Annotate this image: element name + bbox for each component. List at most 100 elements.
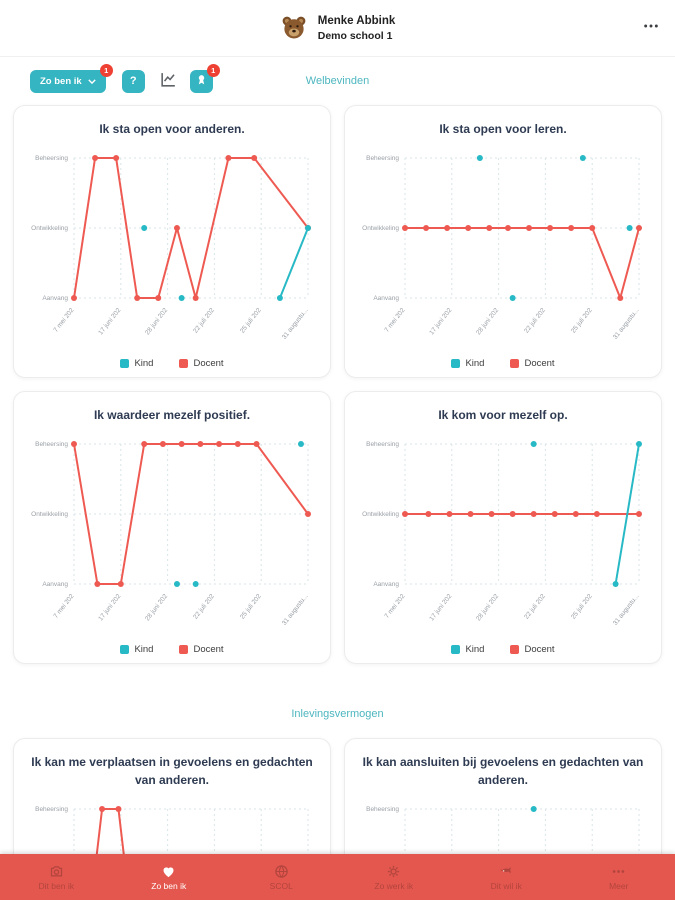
- help-button-label: ?: [129, 75, 137, 87]
- zo-ben-ik-filter-button[interactable]: Zo ben ik 1: [30, 63, 113, 93]
- svg-text:7 mei 202: 7 mei 202: [52, 307, 75, 334]
- legend-item: Docent: [179, 644, 224, 655]
- legend-swatch: [120, 359, 130, 368]
- svg-text:28 juni 202: 28 juni 202: [475, 593, 500, 623]
- legend-swatch: [510, 645, 520, 654]
- chart-legend: Kind Docent: [355, 358, 651, 369]
- legend-swatch: [510, 359, 520, 368]
- user-name: Menke Abbink: [317, 14, 396, 27]
- svg-text:Aanvang: Aanvang: [373, 295, 399, 302]
- chart-canvas: Aanvang Ontwikkeling Beheersing 7 mei 202 17…: [362, 441, 642, 627]
- chart-canvas: Aanvang Ontwikkeling Beheersing 7 mei 202 17…: [31, 155, 311, 341]
- svg-text:Beheersing: Beheersing: [366, 806, 399, 813]
- svg-text:Beheersing: Beheersing: [35, 806, 68, 813]
- chart-title: Ik kom voor mezelf op.: [438, 408, 568, 422]
- svg-text:17 juni 202: 17 juni 202: [97, 593, 122, 623]
- svg-text:Beheersing: Beheersing: [35, 155, 68, 162]
- legend-item: Kind: [451, 358, 484, 369]
- help-button[interactable]: ?: [121, 69, 145, 93]
- svg-text:Beheersing: Beheersing: [35, 441, 68, 448]
- line-chart-icon-button[interactable]: [159, 70, 178, 92]
- svg-text:28 juni 202: 28 juni 202: [144, 307, 169, 337]
- svg-text:Ontwikkeling: Ontwikkeling: [31, 511, 68, 518]
- svg-text:Ontwikkeling: Ontwikkeling: [362, 225, 399, 232]
- chart-legend: Kind Docent: [24, 644, 320, 655]
- legend-swatch: [179, 645, 189, 654]
- svg-text:28 juni 202: 28 juni 202: [144, 593, 169, 623]
- gear-icon: [386, 864, 401, 879]
- svg-text:25 juli 202: 25 juli 202: [239, 307, 263, 335]
- legend-item: Kind: [120, 644, 153, 655]
- svg-text:Aanvang: Aanvang: [42, 581, 68, 588]
- svg-text:25 juli 202: 25 juli 202: [570, 593, 594, 621]
- header: Menke Abbink Demo school 1: [0, 0, 675, 57]
- globe-icon: [274, 864, 289, 879]
- svg-text:31 augustu...: 31 augustu...: [281, 593, 310, 627]
- overflow-menu-button[interactable]: [641, 15, 661, 34]
- svg-text:7 mei 202: 7 mei 202: [383, 593, 406, 620]
- badge-awards-button[interactable]: 1: [189, 63, 220, 93]
- svg-text:Beheersing: Beheersing: [366, 155, 399, 162]
- medal-icon: [195, 73, 208, 89]
- svg-text:7 mei 202: 7 mei 202: [383, 307, 406, 334]
- chart-title: Ik sta open voor anderen.: [99, 122, 245, 136]
- svg-text:28 juni 202: 28 juni 202: [475, 307, 500, 337]
- svg-text:31 augustu...: 31 augustu...: [612, 307, 641, 341]
- toolbar: Zo ben ik 1 ? 1 Welbevinden: [0, 57, 675, 105]
- svg-text:Beheersing: Beheersing: [366, 441, 399, 448]
- svg-text:22 juli 202: 22 juli 202: [523, 307, 547, 335]
- svg-text:Ontwikkeling: Ontwikkeling: [31, 225, 68, 232]
- header-text: Menke Abbink Demo school 1: [318, 13, 396, 43]
- svg-text:Ontwikkeling: Ontwikkeling: [362, 511, 399, 518]
- nav-item-label: Dit ben ik: [38, 880, 74, 891]
- svg-text:31 augustu...: 31 augustu...: [281, 307, 310, 341]
- legend-item: Docent: [510, 644, 555, 655]
- legend-item: Docent: [510, 358, 555, 369]
- heart-icon: [161, 864, 176, 879]
- bottom-nav: Dit ben ik Zo ben ik SCOL Zo werk ik Dit wil…: [0, 854, 675, 900]
- ellipsis-icon: [643, 17, 659, 32]
- svg-text:25 juli 202: 25 juli 202: [239, 593, 263, 621]
- bear-avatar: [280, 14, 308, 42]
- chart-canvas: Aanvang Ontwikkeling Beheersing 7 mei 202 17…: [31, 441, 311, 627]
- nav-item-label: Zo ben ik: [151, 880, 187, 891]
- legend-item: Kind: [120, 358, 153, 369]
- svg-text:22 juli 202: 22 juli 202: [523, 593, 547, 621]
- camera-icon: [49, 864, 64, 879]
- nav-item-dit-ben-ik[interactable]: Dit ben ik: [0, 854, 113, 900]
- chart-card[interactable]: Ik waardeer mezelf positief. Aanvang Ontwi…: [13, 391, 331, 664]
- chart-card[interactable]: Ik sta open voor anderen. Aanvang Ontwikke…: [13, 105, 331, 378]
- nav-item-label: Dit wil ik: [490, 880, 522, 891]
- school-name: Demo school 1: [317, 29, 393, 42]
- chart-title: Ik sta open voor leren.: [439, 122, 567, 136]
- ellipsis-icon: [611, 864, 626, 879]
- fish-icon: [499, 864, 514, 879]
- nav-item-scol[interactable]: SCOL: [225, 854, 338, 900]
- svg-text:Aanvang: Aanvang: [42, 295, 68, 302]
- svg-text:25 juli 202: 25 juli 202: [570, 307, 594, 335]
- header-identity: Menke Abbink Demo school 1: [280, 13, 396, 43]
- chart-legend: Kind Docent: [24, 358, 320, 369]
- svg-text:17 juni 202: 17 juni 202: [97, 307, 122, 337]
- nav-item-meer[interactable]: Meer: [563, 854, 675, 900]
- line-chart-icon: [159, 70, 178, 92]
- chart-card[interactable]: Ik kom voor mezelf op. Aanvang Ontwikkelin…: [344, 391, 662, 664]
- nav-item-zo-ben-ik[interactable]: Zo ben ik: [113, 854, 226, 900]
- svg-text:31 augustu...: 31 augustu...: [612, 593, 641, 627]
- svg-text:22 juli 202: 22 juli 202: [192, 307, 216, 335]
- nav-item-label: Zo werk ik: [374, 880, 414, 891]
- awards-badge: 1: [206, 63, 220, 77]
- svg-text:17 juni 202: 17 juni 202: [428, 593, 453, 623]
- nav-item-zo-werk-ik[interactable]: Zo werk ik: [338, 854, 451, 900]
- nav-item-label: SCOL: [269, 880, 293, 891]
- svg-text:7 mei 202: 7 mei 202: [52, 593, 75, 620]
- chart-grid: Ik sta open voor anderen. Aanvang Ontwikke…: [0, 105, 675, 664]
- chevron-down-icon: [87, 76, 96, 87]
- chart-legend: Kind Docent: [355, 644, 651, 655]
- filter-button-label: Zo ben ik: [40, 75, 82, 87]
- nav-item-dit-wil-ik[interactable]: Dit wil ik: [450, 854, 563, 900]
- chart-title: Ik waardeer mezelf positief.: [93, 408, 251, 422]
- svg-text:17 juni 202: 17 juni 202: [428, 307, 453, 337]
- chart-card[interactable]: Ik sta open voor leren. Aanvang Ontwikkeli…: [344, 105, 662, 378]
- nav-item-label: Meer: [609, 880, 629, 891]
